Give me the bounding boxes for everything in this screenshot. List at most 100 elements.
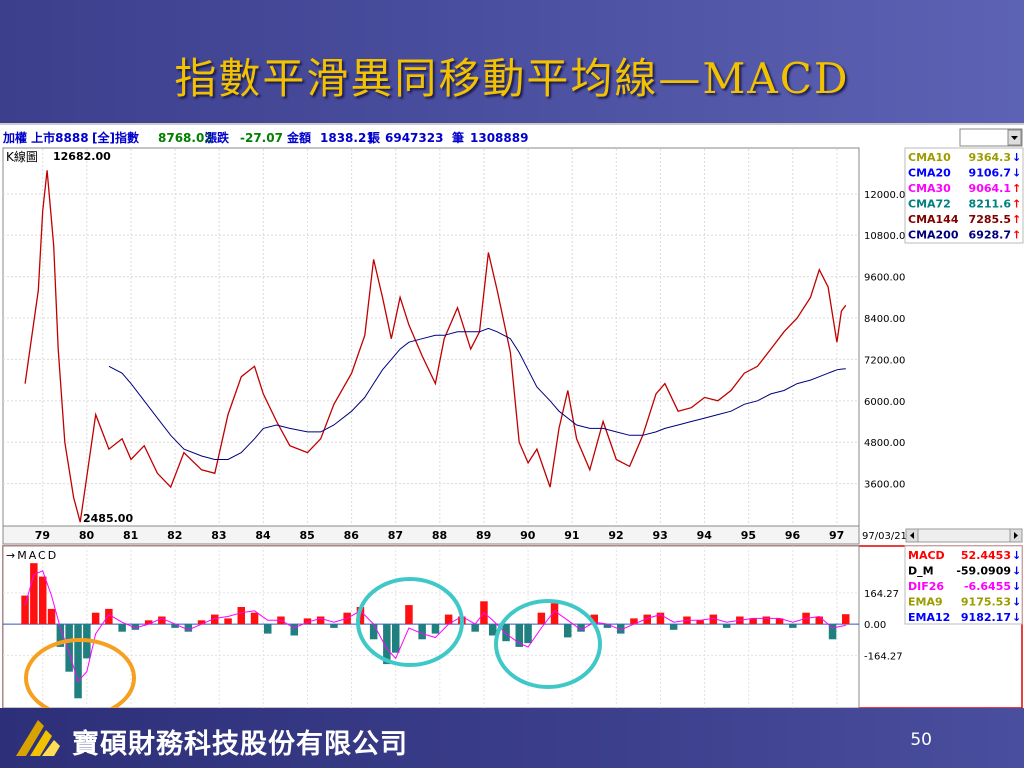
macd-bar — [118, 624, 126, 632]
time-tick-label: 81 — [123, 529, 138, 542]
macd-axis: 164.27 0.00 -164.27 — [864, 589, 903, 663]
cma200-line — [108, 327, 846, 460]
macd-bar — [709, 614, 718, 625]
time-axis-strip — [2, 525, 860, 545]
slide-title-banner — [0, 0, 1024, 123]
chevron-down-icon — [1011, 136, 1018, 140]
legend-arrow-icon: ↓ — [1012, 580, 1021, 593]
price-axis: 12000.00 10800.00 9600.00 8400.00 7200.00 600… — [864, 190, 912, 491]
date-label: 97/03/21 — [862, 531, 907, 542]
macd-bar — [550, 603, 559, 625]
macd-bar — [515, 624, 523, 647]
legend-arrow-icon: ↑ — [1012, 182, 1021, 195]
page-number: 50 — [910, 730, 932, 750]
macd-bar — [617, 624, 625, 634]
legend-arrow-icon: ↓ — [1012, 565, 1021, 578]
scrollbar-track[interactable] — [905, 528, 1023, 543]
legend-name: CMA20 — [908, 167, 951, 180]
macd-bar — [171, 624, 179, 628]
k-chart-label: K線圖 — [6, 149, 38, 164]
volume-label: 張 — [368, 131, 381, 145]
change-label: 漲跌 — [205, 130, 230, 145]
legend-value: -6.6455 — [964, 580, 1011, 593]
macd-bar — [696, 620, 704, 625]
price-tick-label: 4800.00 — [864, 438, 905, 449]
high-annotation: 12682.00 — [53, 150, 111, 163]
legend-value: 9182.17 — [961, 611, 1011, 624]
macd-bar — [431, 624, 440, 634]
horizontal-scrollbar[interactable] — [905, 528, 1023, 543]
macd-bar — [21, 595, 29, 625]
price-tick-label: 12000.00 — [864, 190, 912, 201]
macd-bar — [316, 616, 325, 625]
price-tick-label: 3600.00 — [864, 480, 905, 491]
time-tick-label: 94 — [697, 529, 713, 542]
price-lines — [24, 170, 847, 523]
legend-arrow-icon: ↑ — [1012, 229, 1021, 242]
time-tick-label: 96 — [785, 529, 801, 542]
macd-bar — [197, 620, 206, 625]
macd-bar — [828, 624, 837, 640]
legend-value: 7285.5 — [969, 213, 1011, 226]
macd-legend-box — [904, 545, 1023, 625]
count-value: 1308889 — [470, 131, 528, 145]
price-tick-label: 7200.00 — [864, 355, 905, 366]
time-tick-label: 92 — [608, 529, 623, 542]
macd-bar — [30, 563, 38, 625]
macd-legend: MACD 52.4453 ↓D_M -59.0909 ↓DIF26 -6.6455 ↓EMA… — [908, 549, 1021, 624]
footer-bar — [0, 708, 1024, 768]
price-tick-label: 10800.00 — [864, 231, 912, 242]
dif26-line — [24, 570, 846, 683]
legend-arrow-icon: ↓ — [1012, 549, 1021, 562]
macd-bar — [105, 608, 113, 625]
slide-title: 指數平滑異同移動平均線—MACD — [174, 54, 850, 103]
macd-bar — [65, 624, 73, 672]
time-tick-label: 90 — [520, 529, 536, 542]
chart-svg: 加權 上市8888 [全]指數 8768.02 漲跌 -27.07 金額 183… — [2, 128, 1024, 718]
macd-tick-label: -164.27 — [864, 651, 903, 662]
time-tick-label: 88 — [432, 529, 447, 542]
period-dropdown[interactable] — [959, 128, 1023, 147]
time-tick-label: 97 — [829, 529, 844, 542]
legend-name: EMA12 — [908, 611, 950, 624]
macd-bar — [158, 616, 166, 625]
legend-value: -59.0909 — [956, 565, 1011, 578]
macd-bar — [392, 624, 400, 653]
time-tick-label: 80 — [79, 529, 95, 542]
legend-arrow-icon: ↓ — [1012, 167, 1021, 180]
legend-name: CMA72 — [908, 198, 951, 211]
macd-bar — [211, 614, 219, 625]
macd-bar — [789, 624, 797, 628]
price-tick-label: 9600.00 — [864, 273, 905, 284]
time-axis: 79 80 81 82 83 84 85 86 87 88 89 90 91 92 93 94 95 96 97 — [35, 529, 845, 542]
legend-value: 9106.7 — [969, 167, 1011, 180]
macd-bar — [144, 620, 153, 625]
legend-name: CMA144 — [908, 213, 959, 226]
macd-bar — [603, 624, 612, 628]
scroll-right-icon — [1014, 532, 1018, 539]
legend-arrow-icon: ↓ — [1012, 596, 1021, 609]
time-tick-label: 91 — [564, 529, 579, 542]
legend-value: 52.4453 — [961, 549, 1011, 562]
price-tick-label: 6000.00 — [864, 397, 905, 408]
price-grid — [3, 149, 859, 525]
legend-arrow-icon: ↓ — [1012, 611, 1021, 624]
macd-bar — [762, 616, 771, 625]
macd-bar — [815, 616, 823, 625]
macd-bar — [630, 618, 638, 625]
company-logo-icon — [16, 720, 60, 756]
macd-bar — [264, 624, 272, 634]
macd-bar — [749, 618, 757, 625]
price-legend: CMA10 9364.3 ↓CMA20 9106.7 ↓CMA30 9064.1 ↑CMA7… — [908, 151, 1021, 242]
macd-bar — [656, 612, 665, 625]
macd-bar — [722, 624, 731, 628]
macd-bar — [47, 608, 56, 625]
price-plot-frame — [2, 147, 860, 527]
legend-value: 8211.6 — [969, 198, 1012, 211]
macd-bar — [237, 607, 245, 625]
volume-value: 6947323 — [385, 131, 443, 145]
dropdown-box[interactable] — [959, 128, 1023, 147]
quote-header: 加權 上市8888 [全]指數 8768.02 漲跌 -27.07 金額 183… — [2, 130, 528, 145]
time-tick-label: 82 — [167, 529, 182, 542]
time-tick-label: 79 — [35, 529, 50, 542]
